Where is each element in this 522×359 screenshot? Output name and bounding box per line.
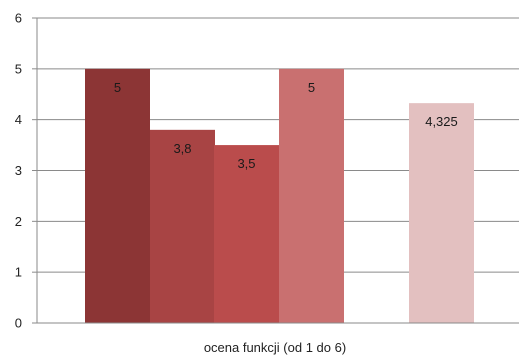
data-label: 3,5 (237, 156, 255, 171)
y-tick-label: 0 (15, 316, 22, 331)
data-label: 3,8 (173, 141, 191, 156)
y-axis: 0 1 2 3 4 5 6 (15, 11, 38, 331)
y-tick-label: 5 (15, 61, 22, 76)
data-label: 5 (114, 80, 121, 95)
y-tick-label: 6 (15, 11, 22, 26)
y-tick-label: 3 (15, 163, 22, 178)
data-labels: 5 3,8 3,5 5 4,325 (114, 80, 458, 171)
y-tick-label: 4 (15, 112, 22, 127)
bar (409, 103, 474, 323)
y-tick-label: 2 (15, 214, 22, 229)
bar (150, 129, 215, 323)
y-tick-label: 1 (15, 265, 22, 280)
data-label: 4,325 (425, 114, 458, 129)
bar (85, 68, 150, 323)
data-label: 5 (308, 80, 315, 95)
bars (85, 68, 474, 323)
bar (214, 145, 279, 323)
x-axis-title: ocena funkcji (od 1 do 6) (204, 340, 346, 355)
bar (279, 68, 344, 323)
